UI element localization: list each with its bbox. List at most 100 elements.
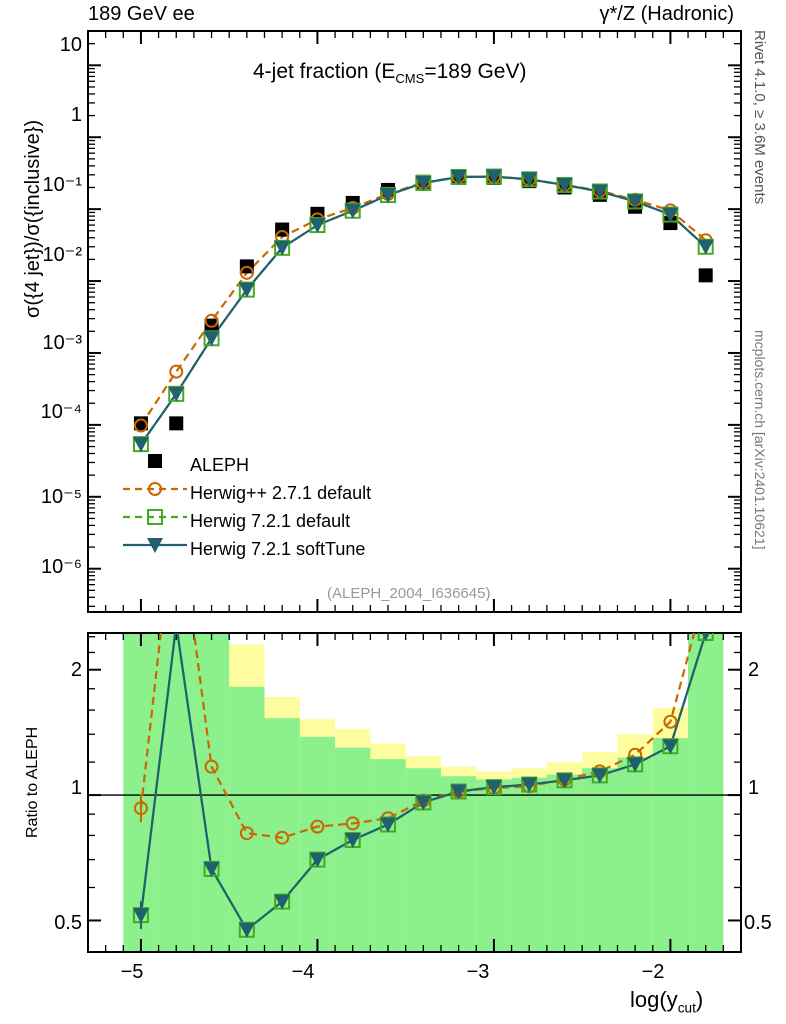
main-marker <box>628 199 643 214</box>
mcplots-source-label: mcplots.cern.ch [arXiv:2401.10621] <box>752 330 768 550</box>
main-panel-frame <box>87 30 742 613</box>
legend-glyphs <box>123 454 187 553</box>
uncertainty-band-outer-bin-13 <box>582 751 618 952</box>
main-marker <box>485 169 502 185</box>
xaxis-label: log(ycut) <box>630 987 703 1015</box>
header-right-label: γ*/Z (Hadronic) <box>599 3 734 25</box>
uncertainty-band-outer-bin-9 <box>440 766 477 952</box>
ratio-ytick-1: 1 <box>70 777 82 799</box>
main-marker <box>416 174 431 189</box>
main-marker <box>309 217 326 234</box>
main-marker <box>522 172 537 187</box>
ratio-marker <box>132 907 149 924</box>
main-marker <box>204 313 219 328</box>
uncertainty-band-inner-bin-1 <box>158 633 194 952</box>
uncertainty-band-outer-bin-0 <box>123 633 159 952</box>
xtick--5: −5 <box>120 961 144 983</box>
ratio-line-2 <box>139 633 707 932</box>
main-marker <box>203 331 220 347</box>
xtick--2: −2 <box>641 961 665 983</box>
uncertainty-band-outer-bin-10 <box>476 771 512 952</box>
main-marker <box>274 239 291 256</box>
xtick--3: −3 <box>466 961 490 983</box>
main-marker <box>169 364 184 379</box>
legend-marker-2 <box>147 509 163 525</box>
uncertainty-band-inner-bin-11 <box>511 777 547 952</box>
uncertainty-band-outer-bin-1 <box>158 633 194 952</box>
ratio-marker <box>275 830 290 845</box>
main-title-pre: 4-jet fraction (E <box>253 60 396 83</box>
uncertainty-band-inner-bin-5 <box>299 736 336 952</box>
ratio-marker <box>663 714 678 729</box>
main-marker <box>450 168 467 185</box>
main-marker <box>663 203 678 218</box>
main-marker <box>662 207 679 223</box>
uncertainty-band-inner-bin-3 <box>229 686 265 952</box>
uncertainty-band-outer-bin-8 <box>405 756 441 952</box>
legend-marker-1 <box>148 482 162 496</box>
uncertainty-band-inner-bin-6 <box>335 747 371 952</box>
ratio-markers-0 <box>133 714 678 845</box>
uncertainty-band-inner-bin-9 <box>440 776 477 952</box>
ratio-marker <box>203 860 220 877</box>
ratio-marker <box>591 767 608 784</box>
main-marker <box>451 169 466 184</box>
main-marker <box>521 172 538 188</box>
ratio-marker <box>380 817 397 833</box>
ratio-marker <box>380 816 397 833</box>
ratio-marker <box>662 739 679 755</box>
ratio-marker <box>274 893 291 910</box>
main-marker <box>662 206 679 223</box>
uncertainty-band-outer-bin-14 <box>617 734 653 952</box>
main-marker <box>132 437 149 453</box>
uncertainty-band-inner-bin-14 <box>617 757 653 952</box>
main-ylabel: σ({4 jet})/σ({inclusive}) <box>22 119 44 318</box>
ratio-marker <box>485 779 502 796</box>
main-ytick-1e-2: 10⁻² <box>42 244 82 266</box>
main-marker <box>169 416 184 431</box>
ratio-marker <box>450 784 467 800</box>
ratio-marker <box>486 780 501 795</box>
ratio-ytick-right-1: 1 <box>748 777 760 799</box>
main-marker <box>556 176 573 193</box>
xaxis-label-post: ) <box>695 987 704 1012</box>
main-marker <box>486 170 501 185</box>
main-ytick-1e-3: 10⁻³ <box>42 332 82 354</box>
main-marker <box>238 281 255 298</box>
main-ytick-1e-1: 10⁻¹ <box>42 174 82 196</box>
main-marker <box>416 175 431 190</box>
ratio-marker <box>239 826 254 841</box>
main-marker <box>591 184 608 200</box>
main-marker <box>557 177 572 192</box>
main-marker <box>592 183 607 198</box>
main-marker <box>627 194 644 210</box>
legend-label-herwig721soft: Herwig 7.2.1 softTune <box>190 539 366 559</box>
ratio-marker <box>309 852 326 868</box>
ratio-marker <box>627 757 644 773</box>
main-marker <box>310 212 325 227</box>
main-marker <box>345 200 360 215</box>
uncertainty-band-inner-bin-0 <box>123 633 159 952</box>
legend-marker-0 <box>148 454 162 468</box>
main-markers-1 <box>133 169 713 433</box>
main-marker <box>628 192 643 207</box>
ratio-marker <box>485 780 502 796</box>
main-markers-0 <box>133 170 713 431</box>
uncertainty-band-inner-bin-16 <box>688 633 724 952</box>
ratio-marker <box>132 908 149 924</box>
main-line-3 <box>140 175 707 445</box>
main-marker <box>309 218 326 234</box>
axis-ticks <box>87 30 742 952</box>
main-marker <box>133 418 148 433</box>
ratio-ytick-right-05: 0.5 <box>744 912 772 934</box>
ratio-marker <box>556 773 573 789</box>
ratio-marker <box>662 738 679 755</box>
ratio-marker <box>345 816 360 831</box>
main-marker <box>168 385 185 402</box>
ratio-ylabel: Ratio to ALEPH <box>24 726 41 838</box>
rivet-version-label: Rivet 4.1.0, ≥ 3.6M events <box>751 30 768 205</box>
main-ytick-1e-4: 10⁻⁴ <box>40 401 82 423</box>
main-marker <box>381 182 396 197</box>
header-left-label: 189 GeV ee <box>88 3 195 25</box>
uncertainty-band-outer-bin-7 <box>370 743 406 952</box>
